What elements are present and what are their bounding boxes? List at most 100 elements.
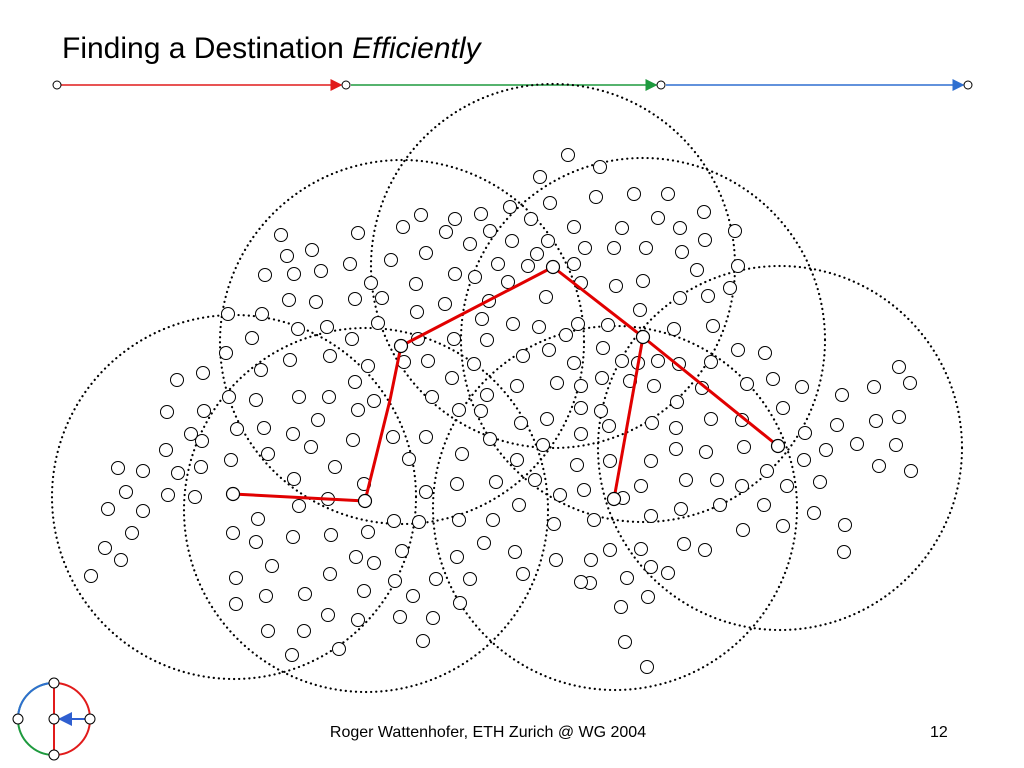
network-node bbox=[486, 513, 500, 527]
network-node bbox=[704, 412, 718, 426]
network-node bbox=[780, 479, 794, 493]
network-node bbox=[541, 234, 555, 248]
network-node bbox=[387, 514, 401, 528]
network-node bbox=[255, 307, 269, 321]
network-node bbox=[229, 571, 243, 585]
network-node bbox=[286, 530, 300, 544]
network-node bbox=[574, 401, 588, 415]
network-node bbox=[483, 432, 497, 446]
network-node bbox=[450, 550, 464, 564]
network-node bbox=[419, 430, 433, 444]
network-node bbox=[386, 430, 400, 444]
network-node bbox=[757, 498, 771, 512]
route-branch bbox=[612, 336, 645, 500]
network-node bbox=[615, 354, 629, 368]
network-node bbox=[328, 460, 342, 474]
network-node bbox=[641, 590, 655, 604]
network-node bbox=[614, 600, 628, 614]
network-node bbox=[542, 343, 556, 357]
network-node bbox=[311, 413, 325, 427]
network-node bbox=[728, 224, 742, 238]
network-node bbox=[892, 360, 906, 374]
network-node bbox=[867, 380, 881, 394]
network-node bbox=[539, 290, 553, 304]
network-node bbox=[357, 584, 371, 598]
network-node bbox=[667, 322, 681, 336]
network-node bbox=[528, 473, 542, 487]
network-node bbox=[453, 596, 467, 610]
network-node bbox=[698, 543, 712, 557]
network-node bbox=[505, 234, 519, 248]
network-node bbox=[559, 328, 573, 342]
network-node bbox=[261, 624, 275, 638]
network-node bbox=[261, 447, 275, 461]
network-node bbox=[448, 267, 462, 281]
network-node bbox=[285, 648, 299, 662]
network-node bbox=[367, 556, 381, 570]
network-node bbox=[283, 353, 297, 367]
network-node bbox=[644, 560, 658, 574]
network-node bbox=[249, 393, 263, 407]
network-node bbox=[501, 275, 515, 289]
network-node bbox=[603, 543, 617, 557]
network-node bbox=[297, 624, 311, 638]
network-node bbox=[547, 517, 561, 531]
network-node bbox=[904, 464, 918, 478]
network-node bbox=[651, 211, 665, 225]
network-node bbox=[480, 388, 494, 402]
network-node bbox=[618, 635, 632, 649]
title-plain: Finding a Destination bbox=[62, 32, 353, 65]
network-node bbox=[332, 642, 346, 656]
network-node bbox=[508, 545, 522, 559]
network-node bbox=[543, 196, 557, 210]
network-node bbox=[160, 405, 174, 419]
network-node bbox=[346, 433, 360, 447]
network-node bbox=[274, 228, 288, 242]
network-nodes bbox=[84, 148, 918, 674]
network-node bbox=[258, 268, 272, 282]
network-node bbox=[698, 233, 712, 247]
network-node bbox=[409, 277, 423, 291]
network-node bbox=[584, 553, 598, 567]
route-node bbox=[770, 438, 786, 454]
network-node bbox=[98, 541, 112, 555]
network-node bbox=[416, 634, 430, 648]
network-node bbox=[760, 464, 774, 478]
coverage-circle bbox=[431, 324, 799, 692]
network-node bbox=[188, 490, 202, 504]
network-node bbox=[450, 477, 464, 491]
network-node bbox=[114, 553, 128, 567]
network-node bbox=[567, 220, 581, 234]
network-node bbox=[607, 241, 621, 255]
network-node bbox=[251, 512, 265, 526]
network-node bbox=[477, 536, 491, 550]
network-node bbox=[704, 355, 718, 369]
network-node bbox=[640, 660, 654, 674]
network-node bbox=[136, 504, 150, 518]
network-node bbox=[323, 567, 337, 581]
network-node bbox=[776, 401, 790, 415]
network-node bbox=[322, 390, 336, 404]
network-node bbox=[697, 205, 711, 219]
network-node bbox=[361, 359, 375, 373]
network-node bbox=[438, 297, 452, 311]
network-node bbox=[595, 371, 609, 385]
network-node bbox=[463, 237, 477, 251]
network-node bbox=[673, 221, 687, 235]
network-node bbox=[634, 479, 648, 493]
network-node bbox=[254, 363, 268, 377]
network-node bbox=[903, 376, 917, 390]
network-node bbox=[798, 426, 812, 440]
network-node bbox=[292, 390, 306, 404]
network-node bbox=[524, 212, 538, 226]
network-node bbox=[776, 519, 790, 533]
network-node bbox=[230, 422, 244, 436]
network-node bbox=[195, 434, 209, 448]
network-node bbox=[536, 438, 550, 452]
network-node bbox=[161, 488, 175, 502]
network-node bbox=[345, 332, 359, 346]
network-node bbox=[351, 613, 365, 627]
network-node bbox=[850, 437, 864, 451]
network-node bbox=[452, 403, 466, 417]
network-node bbox=[414, 208, 428, 222]
